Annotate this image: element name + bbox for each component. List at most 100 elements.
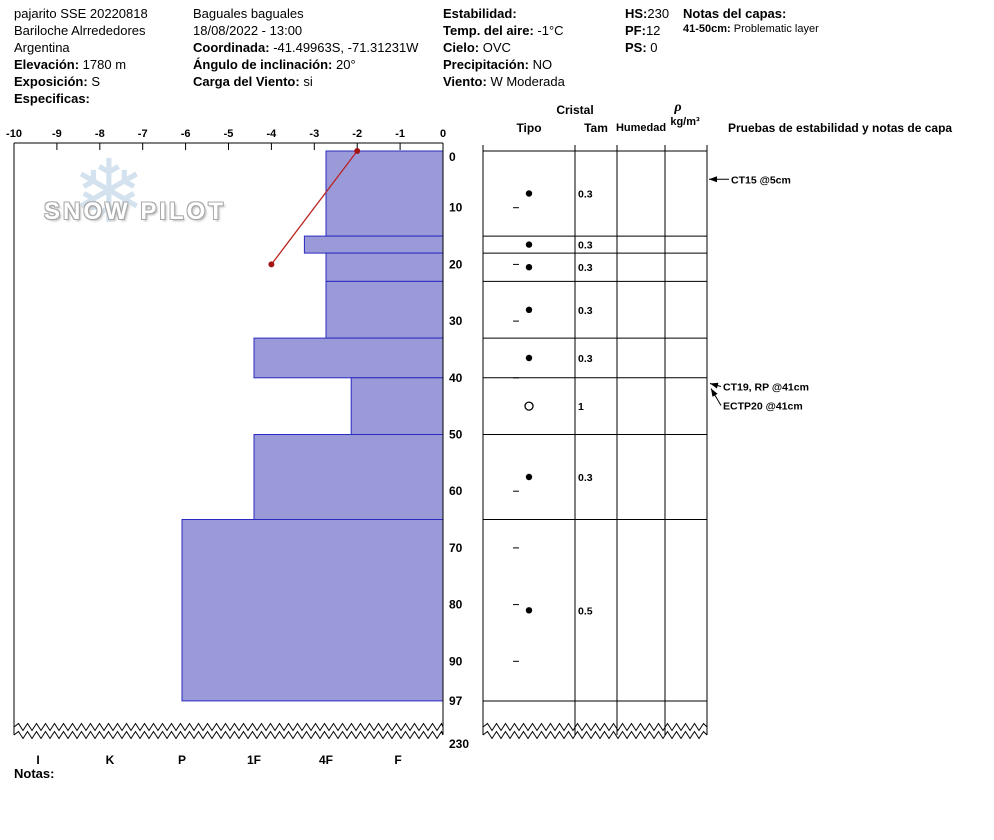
sky-label: Cielo:: [443, 40, 480, 55]
header-layernotes-block: Notas del capas: 41-50cm: Problematic la…: [683, 5, 819, 37]
hs-value: 230: [647, 6, 670, 21]
test-leader-arrow: [709, 382, 722, 389]
svg-text:-3: -3: [309, 128, 319, 140]
sky-value: OVC: [482, 40, 511, 55]
snowflake-icon: ❄: [72, 142, 146, 241]
svg-text:0.3: 0.3: [578, 353, 593, 365]
svg-text:4F: 4F: [319, 753, 333, 767]
notes-footer-label: Notas:: [14, 766, 55, 781]
column-header-density: ρ: [674, 100, 682, 115]
precip-label: Precipitación:: [443, 57, 529, 72]
ps-row: PS: 0: [625, 39, 669, 56]
grain-symbol-dot: [525, 190, 533, 197]
layer-note-text: Problematic layer: [733, 23, 819, 35]
svg-text:0: 0: [440, 128, 446, 140]
pit-region: Bariloche Alrrededores: [14, 23, 146, 38]
elevation-label: Elevación:: [14, 57, 80, 72]
ps-value: 0: [650, 40, 658, 55]
snow-layer-bar: [325, 150, 444, 237]
svg-text:-10: -10: [6, 128, 22, 140]
svg-text:-8: -8: [95, 128, 105, 140]
header-location-block: pajarito SSE 20220818 Bariloche Alrreded…: [14, 5, 148, 107]
pf-row: PF:12: [625, 22, 669, 39]
pf-value: 12: [645, 23, 661, 38]
svg-text:-4: -4: [267, 128, 278, 140]
column-header-tam: Tam: [584, 121, 608, 135]
svg-text:P: P: [178, 753, 186, 767]
snow-profile-chart: -10 -9 -8 -7 -6 -5 -4 -3 -2 -1 0 0 10 20 30 40 50 60 70 80 9…: [6, 128, 809, 767]
svg-text:I: I: [36, 753, 39, 767]
layer-note-row: 41-50cm: Problematic layer: [683, 22, 819, 37]
svg-text:0.5: 0.5: [578, 605, 593, 617]
snow-layer-bar: [325, 252, 444, 282]
test-leader-arrow: [710, 388, 722, 406]
depth-break-zigzag: [482, 730, 708, 740]
snow-layer-bar: [350, 377, 444, 435]
wind-label: Viento:: [443, 74, 487, 89]
header-weather-block: Estabilidad: Temp. del aire: -1°C Cielo:…: [443, 5, 565, 90]
column-header-pruebas: Pruebas de estabilidad y notas de capa: [728, 121, 953, 135]
aspect-row: Exposición: S: [14, 73, 148, 90]
column-header-density-units: kg/m³: [670, 116, 700, 128]
layer-notes-title: Notas del capas:: [683, 5, 819, 22]
column-header-tipo: Tipo: [516, 121, 542, 135]
pit-country: Argentina: [14, 40, 70, 55]
svg-text:0.3: 0.3: [578, 305, 593, 317]
stability-row: Estabilidad:: [443, 5, 565, 22]
snow-layer-bar: [253, 337, 444, 379]
svg-text:-9: -9: [52, 128, 62, 140]
windload-row: Carga del Viento: si: [193, 73, 418, 90]
stability-label: Estabilidad:: [443, 6, 517, 21]
layer-notes-label: Notas del capas:: [683, 6, 787, 21]
grain-symbol-dot: [525, 264, 533, 271]
precip-row: Precipitación: NO: [443, 56, 565, 73]
layer-note-range: 41-50cm:: [683, 23, 731, 35]
svg-text:230: 230: [449, 737, 469, 751]
elevation-row: Elevación: 1780 m: [14, 56, 148, 73]
header-trip-block: Baguales baguales 18/08/2022 - 13:00 Coo…: [193, 5, 418, 90]
svg-text:K: K: [106, 753, 115, 767]
snow-layer-bar: [253, 434, 444, 520]
temperature-point: [268, 261, 275, 268]
svg-text:0.3: 0.3: [578, 472, 593, 484]
pf-label: PF:: [625, 23, 646, 38]
incline-value: 20°: [336, 57, 356, 72]
svg-text:-5: -5: [224, 128, 234, 140]
svg-text:-7: -7: [138, 128, 148, 140]
svg-text:1: 1: [578, 401, 584, 413]
depth-break-zigzag: [482, 722, 708, 732]
column-header-humedad: Humedad: [615, 122, 667, 134]
svg-text:0.3: 0.3: [578, 240, 593, 252]
specifics-row: Especificas:: [14, 90, 148, 107]
snow-layer-bar: [303, 235, 444, 254]
svg-text:70: 70: [449, 541, 463, 555]
svg-text:0.3: 0.3: [578, 189, 593, 201]
coordinates-value: -41.49963S, -71.31231W: [273, 40, 419, 55]
aspect-value: S: [91, 74, 100, 89]
svg-text:30: 30: [449, 314, 463, 328]
airtemp-row: Temp. del aire: -1°C: [443, 22, 565, 39]
coordinates-row: Coordinada: -41.49963S, -71.31231W: [193, 39, 418, 56]
svg-text:-1: -1: [395, 128, 405, 140]
svg-text:-2: -2: [352, 128, 362, 140]
grain-symbol-circle: [524, 401, 534, 411]
grain-symbol-dot: [525, 306, 533, 313]
group-name: Baguales baguales: [193, 6, 304, 21]
pit-datetime: 18/08/2022 - 13:00: [193, 23, 303, 38]
depth-break-zigzag: [13, 722, 444, 732]
grain-symbol-dot: [525, 607, 533, 614]
grain-symbol-dot: [525, 354, 533, 362]
svg-text:10: 10: [449, 201, 463, 215]
snow-layer-bar: [325, 280, 444, 339]
specifics-label: Especificas:: [14, 91, 90, 106]
pit-title: pajarito SSE 20220818: [14, 6, 148, 21]
grain-symbol-dot: [525, 473, 533, 481]
elevation-value: 1780 m: [82, 57, 127, 72]
column-header-cristal: Cristal: [556, 103, 594, 117]
svg-text:F: F: [394, 753, 401, 767]
svg-text:90: 90: [449, 654, 463, 668]
ps-label: PS:: [625, 40, 647, 55]
wind-row: Viento: W Moderada: [443, 73, 565, 90]
hs-label: HS:: [625, 6, 648, 21]
